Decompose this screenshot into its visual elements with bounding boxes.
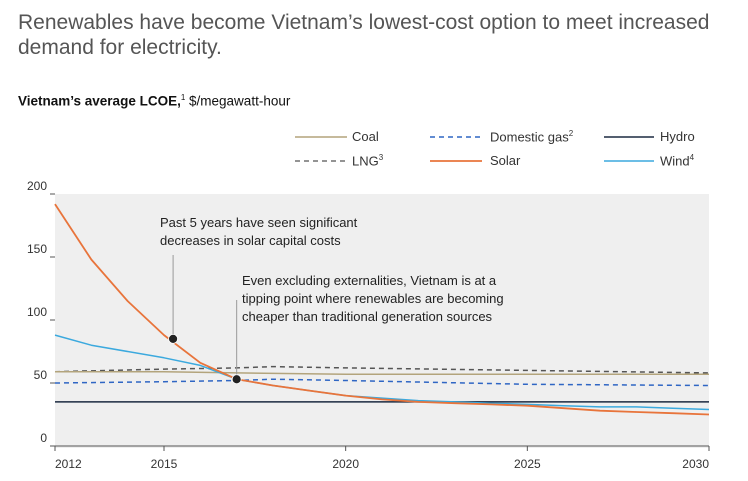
legend-row-2: LNG3 Solar Wind4 <box>0 152 748 170</box>
annotation-text-1: decreases in solar capital costs <box>160 233 341 248</box>
x-tick-label: 2030 <box>682 457 709 471</box>
legend-swatch-coal <box>295 136 347 138</box>
legend-label-hydro: Hydro <box>660 129 695 144</box>
annotation-layer: Past 5 years have seen significant decrea… <box>160 215 504 385</box>
x-tick-label: 2025 <box>514 457 541 471</box>
subtitle-unit: $/megawatt-hour <box>185 93 291 109</box>
legend-label-lng: LNG3 <box>352 153 384 169</box>
y-axis: 0 50 100 150 200 <box>27 180 55 447</box>
annotation-text-2: cheaper than traditional generation sour… <box>242 309 493 324</box>
legend-swatch-domestic-gas <box>430 136 482 138</box>
series-line-domestic-gas <box>54 378 710 387</box>
legend-label-coal: Coal <box>352 129 379 144</box>
chart-subtitle: Vietnam’s average LCOE,1 $/megawatt-hour <box>18 93 290 109</box>
x-axis: 2012 2015 2020 2025 2030 <box>54 445 710 471</box>
y-tick-label: 50 <box>34 368 48 382</box>
marker-dot-1 <box>168 333 178 344</box>
legend-label-wind: Wind4 <box>660 153 695 169</box>
legend-swatch-hydro <box>604 136 654 138</box>
headline: Renewables have become Vietnam’s lowest-… <box>18 11 710 59</box>
subtitle-bold: Vietnam’s average LCOE, <box>18 93 181 109</box>
series-layer <box>54 203 710 416</box>
series-line-lng <box>54 365 710 374</box>
y-tick-label: 200 <box>27 180 47 193</box>
legend-swatch-solar <box>430 160 482 162</box>
legend-label-solar: Solar <box>490 153 521 168</box>
legend-row-1: Coal Domestic gas2 Hydro <box>0 128 748 146</box>
series-line-coal <box>55 370 709 375</box>
series-line-solar <box>54 203 710 416</box>
y-tick-label: 100 <box>27 305 47 319</box>
legend-swatch-lng <box>295 160 347 162</box>
x-tick-label: 2012 <box>55 457 82 471</box>
marker-dot-2 <box>231 374 242 385</box>
plot-background <box>55 194 709 448</box>
y-tick-label: 150 <box>27 242 47 256</box>
x-tick-label: 2015 <box>151 457 178 471</box>
lcoe-line-chart: 0 50 100 150 200 2012 2015 2020 2025 2030 Past 5… <box>27 180 710 471</box>
legend-swatch-wind <box>604 160 654 162</box>
x-tick-label: 2020 <box>332 457 359 471</box>
series-line-wind <box>54 334 710 411</box>
legend-label-domestic-gas: Domestic gas2 <box>490 129 574 145</box>
y-tick-label: 0 <box>40 431 47 445</box>
annotation-text-2: Even excluding externalities, Vietnam is… <box>242 273 497 288</box>
annotation-text-2: tipping point where renewables are becom… <box>242 291 504 306</box>
annotation-text-1: Past 5 years have seen significant <box>160 215 358 230</box>
subtitle-footnote: 1 <box>180 93 186 102</box>
